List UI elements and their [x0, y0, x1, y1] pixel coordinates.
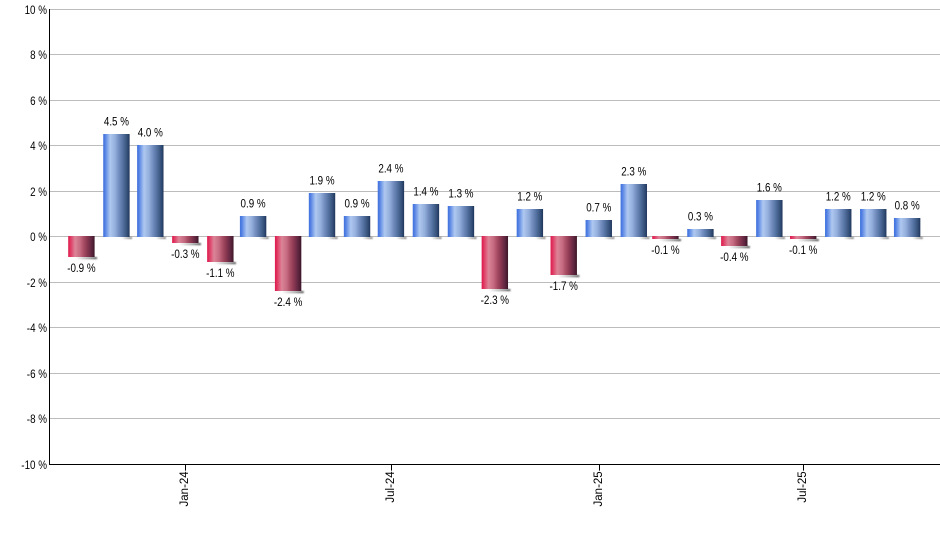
svg-text:10 %: 10 %: [25, 5, 47, 17]
svg-text:-1.1 %: -1.1 %: [206, 268, 234, 280]
svg-text:1.2 %: 1.2 %: [826, 192, 851, 204]
svg-text:-2.4 %: -2.4 %: [274, 297, 302, 309]
svg-text:-1.7 %: -1.7 %: [550, 281, 578, 293]
svg-text:-10 %: -10 %: [21, 460, 47, 472]
svg-text:0 %: 0 %: [30, 232, 47, 244]
svg-text:2.3 %: 2.3 %: [621, 167, 646, 179]
svg-text:4.0 %: 4.0 %: [138, 128, 163, 140]
svg-text:1.9 %: 1.9 %: [309, 176, 334, 188]
svg-text:2.4 %: 2.4 %: [378, 164, 403, 176]
svg-text:4.5 %: 4.5 %: [104, 117, 129, 129]
svg-text:0.9 %: 0.9 %: [344, 199, 369, 211]
svg-text:0.7 %: 0.7 %: [586, 203, 611, 215]
svg-text:1.2 %: 1.2 %: [861, 192, 886, 204]
svg-text:0.8 %: 0.8 %: [895, 201, 920, 213]
svg-text:1.4 %: 1.4 %: [413, 187, 438, 199]
svg-text:-6 %: -6 %: [27, 369, 47, 381]
svg-text:-2 %: -2 %: [27, 278, 47, 290]
svg-text:-0.4 %: -0.4 %: [720, 252, 748, 264]
svg-text:Jan-24: Jan-24: [179, 471, 191, 507]
svg-text:1.6 %: 1.6 %: [757, 183, 782, 195]
svg-text:-0.9 %: -0.9 %: [67, 263, 95, 275]
svg-text:-0.1 %: -0.1 %: [651, 245, 679, 257]
svg-text:-2.3 %: -2.3 %: [481, 295, 509, 307]
svg-text:Jul-24: Jul-24: [385, 471, 397, 503]
svg-text:-4 %: -4 %: [27, 323, 47, 335]
svg-text:Jan-25: Jan-25: [593, 471, 605, 506]
svg-text:6 %: 6 %: [30, 96, 47, 108]
svg-text:-0.3 %: -0.3 %: [171, 249, 199, 261]
svg-text:Jul-25: Jul-25: [797, 471, 809, 502]
svg-text:0.3 %: 0.3 %: [688, 212, 713, 224]
svg-text:8 %: 8 %: [30, 50, 47, 62]
svg-text:1.3 %: 1.3 %: [448, 189, 473, 201]
svg-text:2 %: 2 %: [30, 187, 47, 199]
svg-text:0.9 %: 0.9 %: [241, 199, 266, 211]
svg-text:4 %: 4 %: [30, 141, 47, 153]
svg-text:1.2 %: 1.2 %: [517, 192, 542, 204]
svg-text:-0.1 %: -0.1 %: [789, 245, 817, 257]
svg-text:-8 %: -8 %: [27, 414, 47, 426]
